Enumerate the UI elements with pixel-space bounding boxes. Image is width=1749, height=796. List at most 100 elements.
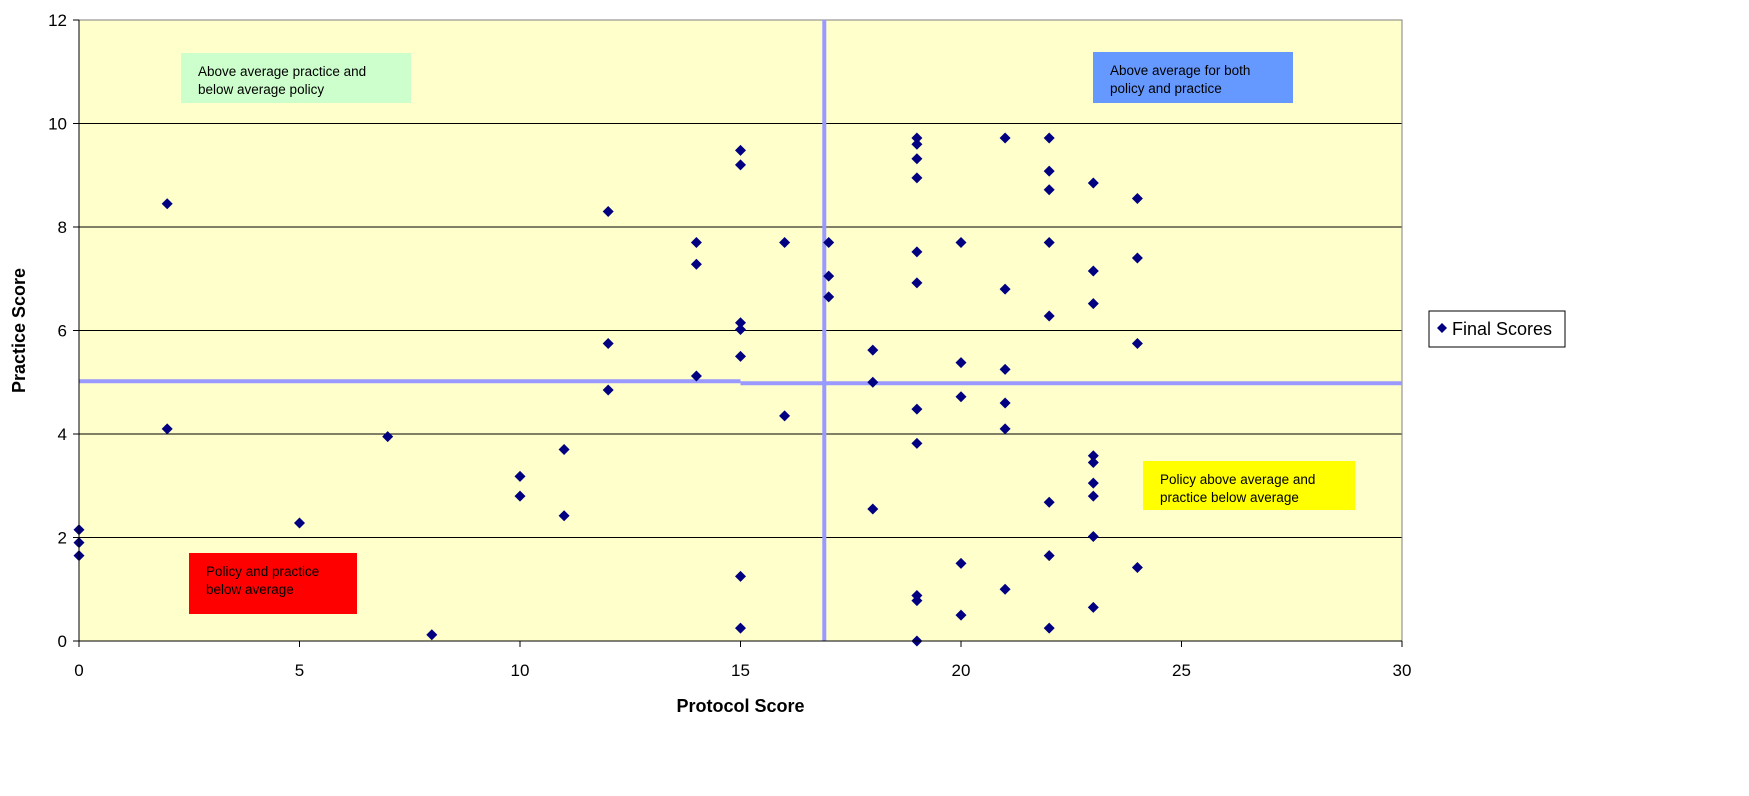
- data-point: [955, 609, 967, 621]
- data-point: [1131, 337, 1143, 349]
- data-point: [779, 237, 791, 249]
- x-tick-label: 20: [952, 661, 971, 680]
- region-label-text: Above average practice and: [198, 64, 366, 79]
- y-tick-label: 2: [58, 529, 67, 548]
- data-point: [1131, 252, 1143, 264]
- data-point: [735, 622, 746, 634]
- data-point: [867, 503, 879, 515]
- x-tick-label: 15: [731, 661, 750, 680]
- data-point: [735, 570, 746, 582]
- data-point: [602, 205, 614, 217]
- data-point: [779, 410, 791, 422]
- legend-box: [1428, 310, 1566, 348]
- data-point: [999, 423, 1011, 435]
- region-label: Policy above average and practice below a…: [1143, 461, 1355, 510]
- data-points: [73, 132, 1143, 647]
- x-axis-ticks: 0 5 10 15 20 25 30: [74, 641, 1411, 680]
- data-point: [911, 437, 923, 449]
- data-point: [955, 557, 967, 569]
- data-point: [867, 376, 879, 388]
- region-label-text: Policy and practice: [206, 564, 319, 579]
- data-point: [999, 397, 1011, 409]
- data-point: [823, 291, 835, 303]
- data-point: [426, 629, 438, 641]
- average-lines: [79, 20, 1402, 641]
- region-label-text: Above average for both: [1110, 63, 1250, 78]
- data-point: [955, 357, 967, 369]
- data-point: [823, 237, 835, 249]
- region-label-box: [189, 553, 357, 614]
- data-point: [602, 384, 614, 396]
- data-point: [514, 490, 526, 502]
- data-point: [911, 277, 923, 289]
- region-label-box: [1143, 461, 1355, 510]
- data-point: [161, 198, 173, 210]
- data-point: [382, 431, 394, 443]
- legend-marker-diamond: [1437, 323, 1447, 333]
- x-tick-label: 25: [1172, 661, 1191, 680]
- y-tick-label: 4: [58, 425, 67, 444]
- y-tick-label: 8: [58, 218, 67, 237]
- y-tick-label: 6: [58, 322, 67, 341]
- data-point: [955, 391, 967, 403]
- data-point: [690, 258, 702, 270]
- data-point: [1087, 477, 1099, 489]
- axes: 0 5 10 15 20 25 30 0 2 4 6 8 10 12 Protocol Score Pr…: [9, 11, 1411, 716]
- data-point: [735, 317, 746, 329]
- data-point: [911, 403, 923, 415]
- plot-area: Above average practice and below average …: [73, 19, 1403, 647]
- region-label-text: below average policy: [198, 82, 324, 97]
- y-tick-label: 12: [48, 11, 67, 30]
- data-point: [911, 595, 923, 607]
- data-point: [999, 283, 1011, 295]
- data-point: [1043, 310, 1055, 322]
- data-point: [1087, 490, 1099, 502]
- data-point: [823, 270, 835, 282]
- data-point: [1043, 496, 1055, 508]
- data-point: [911, 246, 923, 258]
- y-tick-label: 0: [58, 632, 67, 651]
- data-point: [1043, 184, 1055, 196]
- data-point: [911, 172, 923, 184]
- region-label: Policy and practice below average: [189, 553, 357, 614]
- data-point: [1043, 132, 1055, 144]
- data-point: [1131, 562, 1143, 574]
- region-label-text: policy and practice: [1110, 81, 1222, 96]
- data-point: [999, 583, 1011, 595]
- legend: Final Scores: [1428, 310, 1566, 348]
- data-point: [1043, 237, 1055, 249]
- data-point: [1043, 165, 1055, 177]
- data-point: [558, 510, 570, 522]
- data-point: [161, 423, 173, 435]
- x-tick-label: 0: [74, 661, 83, 680]
- region-label: Above average practice and below average …: [181, 53, 411, 103]
- data-point: [514, 470, 526, 482]
- data-point: [1087, 450, 1099, 462]
- x-tick-label: 5: [295, 661, 304, 680]
- data-point: [690, 237, 702, 249]
- data-point: [867, 344, 879, 356]
- region-label-text: Policy above average and: [1160, 472, 1315, 487]
- region-label-box: [181, 53, 411, 103]
- data-point: [735, 159, 746, 171]
- data-point: [558, 444, 570, 456]
- data-point: [1087, 177, 1099, 189]
- data-point: [1087, 530, 1099, 542]
- data-point: [1087, 601, 1099, 613]
- data-point: [1043, 550, 1055, 562]
- data-point: [1087, 265, 1099, 277]
- data-point: [999, 363, 1011, 375]
- data-point: [999, 132, 1011, 144]
- data-point: [911, 153, 923, 165]
- data-point: [1131, 193, 1143, 205]
- legend-label: Final Scores: [1452, 319, 1552, 339]
- data-point: [1087, 456, 1099, 468]
- x-axis-title: Protocol Score: [676, 696, 804, 716]
- region-labels: Above average practice and below average …: [181, 52, 1355, 614]
- data-point: [602, 337, 614, 349]
- data-point: [1087, 298, 1099, 310]
- data-point: [955, 237, 967, 249]
- data-point: [294, 517, 305, 529]
- y-axis-title: Practice Score: [9, 268, 29, 393]
